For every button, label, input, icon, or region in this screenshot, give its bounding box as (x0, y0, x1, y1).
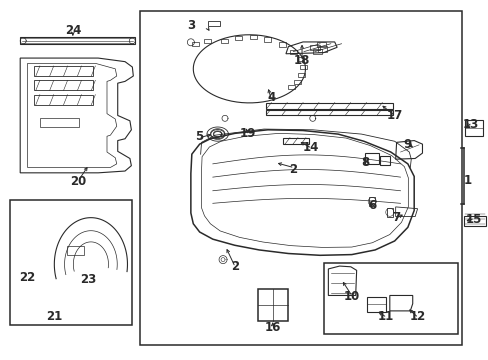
Text: 5: 5 (195, 130, 203, 144)
Text: 21: 21 (46, 310, 62, 324)
Text: 4: 4 (266, 91, 275, 104)
Text: 10: 10 (343, 290, 359, 303)
Text: 3: 3 (186, 19, 195, 32)
Text: 23: 23 (80, 273, 97, 286)
Text: 16: 16 (264, 321, 281, 334)
Text: 24: 24 (64, 24, 81, 37)
Text: 20: 20 (70, 175, 87, 188)
Text: 9: 9 (403, 138, 411, 150)
Text: 13: 13 (462, 118, 478, 131)
Text: 2: 2 (288, 163, 297, 176)
Text: 19: 19 (239, 127, 256, 140)
Text: 12: 12 (408, 310, 425, 324)
Text: 17: 17 (386, 109, 402, 122)
Text: 2: 2 (230, 260, 238, 273)
Text: 11: 11 (377, 310, 393, 324)
Text: 6: 6 (367, 199, 376, 212)
Text: 22: 22 (20, 271, 36, 284)
Text: 15: 15 (465, 213, 481, 226)
Text: 8: 8 (361, 156, 369, 169)
Text: 7: 7 (392, 211, 400, 224)
Text: 1: 1 (463, 174, 471, 186)
Text: 18: 18 (293, 54, 309, 67)
Text: 14: 14 (302, 141, 318, 154)
